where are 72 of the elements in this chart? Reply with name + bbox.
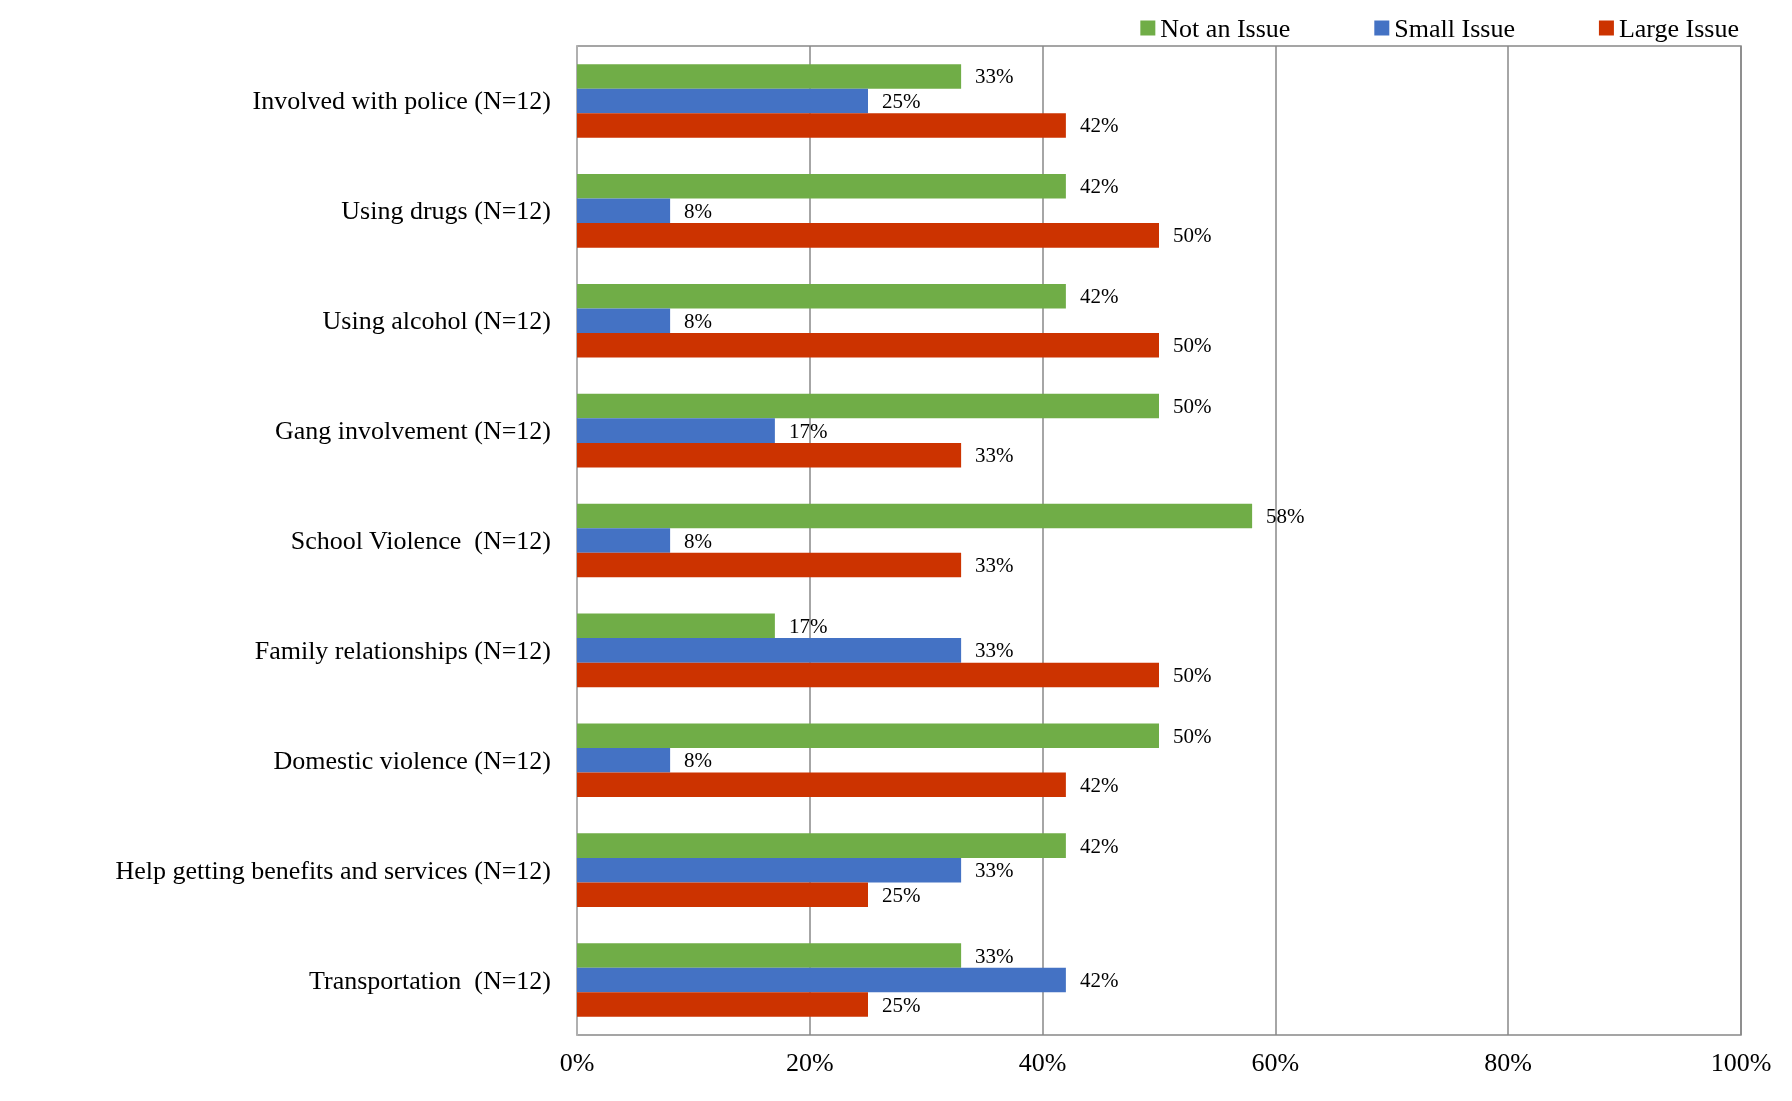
bar: [577, 857, 962, 883]
data-label: 42%: [1079, 968, 1119, 993]
bar: [577, 943, 962, 968]
data-label: 8%: [684, 308, 713, 333]
data-label: 25%: [882, 882, 921, 907]
data-label: 33%: [975, 943, 1014, 968]
bar: [577, 748, 671, 773]
data-label: 33%: [975, 858, 1014, 883]
bar: [577, 332, 1159, 358]
bar: [577, 418, 775, 443]
bar: [577, 283, 1066, 309]
y-tick-label: School Violence (N=12): [290, 526, 551, 555]
y-tick-label: Using drugs (N=12): [341, 196, 551, 226]
data-label: 50%: [1173, 394, 1212, 419]
y-tick-label: Domestic violence (N=12): [273, 745, 551, 775]
x-tick-label: 40%: [1018, 1047, 1067, 1077]
data-label: 42%: [1079, 772, 1119, 797]
bar: [577, 638, 962, 663]
bar: [577, 503, 1253, 529]
data-label: 50%: [1173, 723, 1212, 748]
data-label: 8%: [684, 748, 713, 773]
bar: [577, 552, 962, 578]
y-tick-label: Family relationships (N=12): [254, 635, 551, 665]
data-label: 50%: [1173, 662, 1212, 687]
x-tick-label: 20%: [785, 1047, 834, 1077]
bar: [577, 442, 962, 468]
bar: [577, 967, 1066, 993]
data-label: 33%: [975, 553, 1014, 578]
bar: [577, 992, 868, 1017]
x-tick-label: 80%: [1484, 1047, 1533, 1077]
data-label: 42%: [1079, 833, 1119, 858]
y-tick-label: Transportation (N=12): [309, 965, 551, 995]
bar: [577, 223, 1159, 248]
bar: [577, 882, 868, 907]
data-label: 33%: [975, 64, 1014, 89]
data-label: 58%: [1266, 503, 1305, 528]
legend-label: Not an Issue: [1160, 13, 1291, 43]
data-label: 25%: [882, 992, 921, 1017]
bar: [577, 174, 1066, 199]
y-tick-label: Involved with police (N=12): [252, 86, 551, 116]
legend-label: Large Issue: [1618, 13, 1740, 43]
data-label: 50%: [1173, 223, 1212, 248]
bar: [577, 113, 1066, 138]
y-tick-label: Using alcohol (N=12): [322, 306, 551, 336]
legend-label: Small Issue: [1394, 13, 1515, 43]
bar: [577, 613, 775, 639]
data-label: 42%: [1079, 113, 1119, 138]
data-label: 42%: [1079, 174, 1119, 199]
data-label: 50%: [1173, 333, 1212, 358]
y-tick-label: Gang involvement (N=12): [274, 416, 551, 446]
bar: [577, 833, 1066, 858]
x-tick-label: 60%: [1251, 1047, 1300, 1077]
data-label: 33%: [975, 638, 1014, 663]
bar: [577, 528, 671, 553]
data-label: 42%: [1079, 284, 1119, 309]
bar: [577, 198, 671, 224]
data-label: 17%: [788, 613, 828, 638]
x-tick-label: 0%: [559, 1047, 595, 1077]
data-label: 25%: [882, 88, 921, 113]
data-label: 8%: [684, 528, 713, 553]
bar: [577, 772, 1066, 798]
data-label: 8%: [684, 198, 713, 223]
x-tick-label: 100%: [1710, 1047, 1772, 1077]
bar: [577, 308, 671, 333]
data-label: 17%: [788, 418, 828, 443]
data-label: 33%: [975, 443, 1014, 468]
bar: [577, 723, 1159, 749]
bar: [577, 662, 1159, 688]
bar: [577, 88, 868, 114]
bar: [577, 64, 962, 89]
bar: [577, 393, 1159, 419]
y-tick-label: Help getting benefits and services (N=12): [115, 855, 551, 885]
